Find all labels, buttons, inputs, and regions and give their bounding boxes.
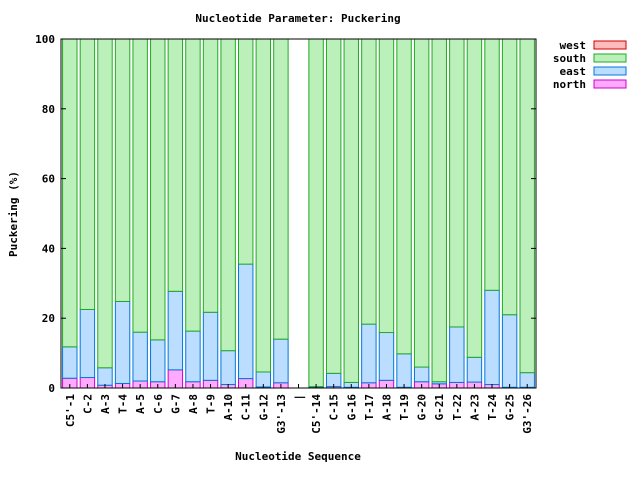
x-tick-label: C-11 [240,394,253,421]
bar-east-8 [202,311,219,381]
x-tick-label: A-10 [222,394,235,421]
bar-south-0 [62,38,78,348]
bar-east-3 [114,300,131,384]
x-tick-label: G-21 [433,394,446,421]
x-tick-label: C5'-14 [310,394,323,434]
x-tick-label: C-6 [152,394,165,414]
bar-east-7 [185,330,201,383]
bar-east-20 [413,366,430,383]
y-tick-label: 20 [42,312,55,325]
x-tick-label: T-19 [398,394,411,421]
bar-south-16 [343,38,359,383]
bar-south-2 [97,38,113,369]
bar-east-24 [484,289,500,386]
bar-south-3 [114,38,131,302]
x-tick-label: G-7 [169,394,182,414]
x-tick-label: T-22 [451,394,464,421]
y-axis-label: Puckering (%) [7,171,20,257]
y-tick-label: 100 [35,33,55,46]
x-tick-label: A-3 [99,394,112,414]
bar-south-4 [132,38,148,333]
bar-east-12 [273,338,289,384]
x-tick-label: C-2 [81,394,94,414]
legend-swatch-west [593,40,627,50]
bar-east-4 [132,331,148,382]
x-tick-label: G-12 [257,394,270,421]
x-tick-label: A-8 [187,394,200,414]
y-tick-label: 0 [48,382,55,395]
bar-east-22 [449,326,465,383]
bar-south-11 [255,38,272,373]
bar-south-6 [167,38,184,292]
legend-swatch-north [593,79,627,89]
bar-south-12 [273,38,289,340]
x-tick-label: | [293,394,306,401]
chart-title: Nucleotide Parameter: Puckering [195,12,400,25]
x-tick-label: A-18 [381,394,394,421]
legend-swatch-south [593,53,627,63]
bar-south-14 [308,38,324,388]
x-tick-label: A-5 [134,394,147,414]
bar-south-8 [202,38,219,313]
x-tick-label: T-17 [363,394,376,421]
x-axis-label: Nucleotide Sequence [235,450,361,463]
ticks-group: C5'-1 C-2 A-3 T-4 A-5 C-6 G-7 A-8 T-9 A-10 C-11 G-1… [35,33,536,434]
legend-label-south: south [553,52,586,65]
bar-east-17 [361,323,377,384]
x-tick-label: T-4 [117,394,130,414]
bar-south-19 [396,38,412,355]
y-tick-label: 60 [42,173,55,186]
bar-south-17 [361,38,377,325]
bar-south-1 [79,38,96,310]
y-tick-label: 80 [42,103,55,116]
bar-south-7 [185,38,201,332]
x-tick-label: G-16 [345,394,358,421]
bar-south-10 [238,38,254,265]
y-tick-label: 40 [42,242,55,255]
bar-east-19 [396,353,412,388]
bar-east-1 [79,308,96,379]
x-tick-label: G3'-13 [275,394,288,434]
bar-south-25 [501,38,518,316]
plot-frame [60,38,537,389]
x-tick-label: C5'-1 [64,394,77,427]
x-tick-label: T-24 [486,394,499,421]
bar-south-21 [431,38,447,383]
bar-south-18 [378,38,395,334]
bar-east-18 [378,332,395,381]
legend-label-east: east [560,65,587,78]
x-tick-label: G-20 [416,394,429,421]
x-tick-label: T-9 [205,394,218,414]
bar-south-20 [413,38,430,368]
bar-east-25 [501,314,518,388]
bar-south-5 [150,38,166,341]
bar-south-9 [220,38,236,352]
bar-south-23 [466,38,483,358]
bar-east-23 [466,356,483,383]
bar-east-10 [238,263,254,380]
x-tick-label: G3'-26 [521,394,534,434]
legend-label-west: west [560,39,587,52]
bar-south-15 [325,38,342,374]
x-tick-label: G-25 [504,394,517,421]
bar-south-24 [484,38,500,291]
x-tick-label: A-23 [468,394,481,421]
legend-label-north: north [553,78,586,91]
x-tick-label: C-15 [328,394,341,421]
bar-south-26 [519,38,535,374]
bar-east-0 [62,346,78,379]
bar-east-6 [167,290,184,371]
bar-east-2 [97,367,113,386]
bar-south-22 [449,38,465,328]
bar-east-9 [220,350,236,386]
legend-swatch-east [593,66,627,76]
bars-group [62,38,535,389]
bar-east-5 [150,339,166,383]
